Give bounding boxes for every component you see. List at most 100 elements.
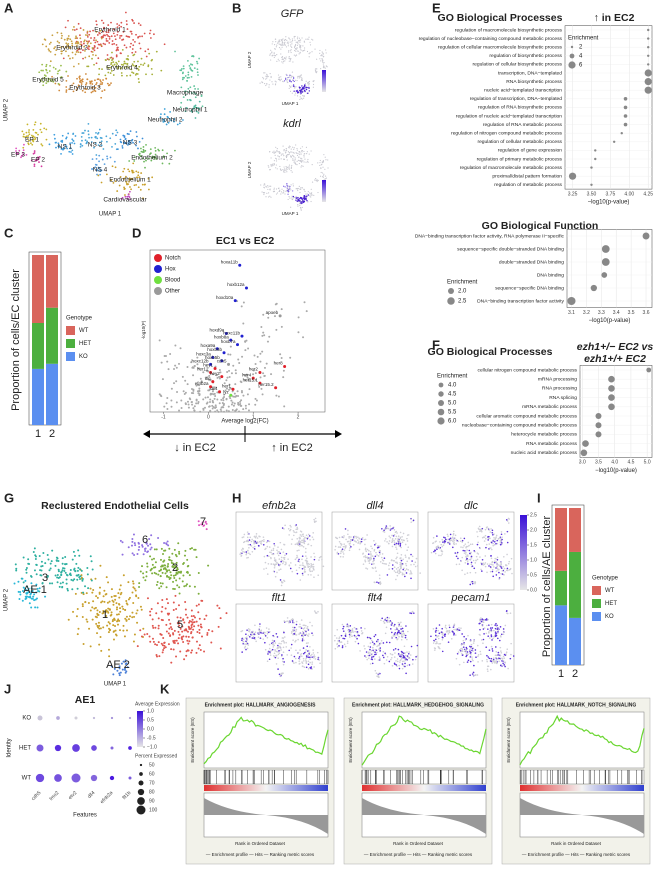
background-point bbox=[242, 408, 245, 411]
cell bbox=[372, 563, 374, 565]
cell bbox=[483, 633, 485, 635]
cell bbox=[135, 131, 138, 133]
cell bbox=[297, 36, 299, 38]
background-point bbox=[234, 372, 237, 375]
cell bbox=[469, 645, 471, 648]
cell bbox=[297, 75, 299, 78]
cell bbox=[280, 78, 282, 80]
cell bbox=[86, 42, 89, 45]
cell bbox=[406, 651, 408, 653]
cell bbox=[339, 542, 342, 545]
cell bbox=[185, 107, 188, 109]
cell bbox=[106, 140, 108, 143]
cell bbox=[160, 618, 163, 621]
cell bbox=[93, 45, 96, 47]
cell bbox=[368, 562, 371, 565]
cell bbox=[470, 653, 472, 656]
cell bbox=[14, 563, 17, 566]
cell bbox=[195, 556, 198, 559]
cell bbox=[461, 539, 464, 542]
cell bbox=[274, 80, 276, 82]
dot bbox=[623, 97, 628, 101]
cell bbox=[90, 141, 93, 143]
cell bbox=[123, 62, 126, 65]
cell bbox=[262, 536, 265, 538]
cell bbox=[61, 147, 64, 150]
cell bbox=[342, 630, 345, 632]
point bbox=[213, 366, 217, 370]
cell bbox=[298, 561, 301, 563]
cell bbox=[22, 149, 25, 152]
cell bbox=[105, 173, 108, 176]
background-point bbox=[254, 372, 257, 375]
background-point bbox=[213, 392, 216, 395]
background-point bbox=[190, 392, 193, 395]
cell bbox=[300, 159, 302, 162]
cell bbox=[304, 158, 306, 160]
cell bbox=[316, 58, 318, 60]
cell bbox=[434, 631, 437, 633]
term-label: double−stranded DNA binding bbox=[499, 259, 564, 265]
cell bbox=[40, 131, 43, 134]
cell bbox=[506, 530, 509, 533]
cell bbox=[55, 556, 58, 559]
cell bbox=[135, 170, 138, 173]
cell bbox=[132, 64, 135, 67]
cell bbox=[405, 562, 407, 565]
cell bbox=[306, 38, 308, 40]
background-point bbox=[216, 398, 219, 401]
cell bbox=[277, 564, 280, 566]
gene-title: dlc bbox=[464, 500, 479, 512]
cell bbox=[60, 32, 63, 35]
cell bbox=[314, 556, 316, 558]
cell bbox=[282, 651, 285, 653]
cell bbox=[86, 32, 89, 34]
background-point bbox=[231, 390, 234, 393]
cell bbox=[60, 148, 63, 150]
cell bbox=[393, 539, 395, 542]
cell bbox=[489, 570, 492, 573]
cell bbox=[288, 153, 290, 155]
cell bbox=[392, 625, 395, 627]
cell bbox=[71, 153, 74, 155]
cell bbox=[133, 633, 136, 636]
cell bbox=[176, 584, 179, 587]
cell bbox=[60, 152, 62, 155]
cell bbox=[124, 62, 127, 65]
cell bbox=[470, 555, 473, 558]
cell bbox=[464, 561, 467, 564]
chart-title: GO Biological Function bbox=[482, 220, 599, 232]
cell bbox=[37, 133, 39, 136]
cell bbox=[321, 163, 323, 165]
cell bbox=[284, 563, 286, 566]
cell bbox=[323, 154, 325, 156]
cell bbox=[110, 665, 113, 668]
cell bbox=[248, 552, 250, 554]
y-axis-label: Proportion of cells/EC cluster bbox=[10, 269, 22, 411]
cell bbox=[42, 69, 44, 72]
cell bbox=[161, 606, 164, 609]
cell bbox=[141, 151, 144, 153]
cell bbox=[379, 657, 381, 660]
cell bbox=[399, 654, 401, 657]
cell bbox=[112, 603, 115, 606]
cell bbox=[359, 650, 361, 652]
cell bbox=[110, 588, 113, 591]
cell bbox=[112, 32, 115, 35]
cell bbox=[249, 633, 252, 636]
background-point bbox=[254, 397, 257, 400]
cell bbox=[370, 649, 373, 652]
cell bbox=[130, 139, 133, 142]
cell bbox=[296, 154, 299, 157]
cell bbox=[287, 41, 289, 43]
cell bbox=[199, 649, 202, 652]
cell bbox=[293, 152, 295, 154]
cell bbox=[95, 154, 98, 156]
cell bbox=[280, 39, 283, 42]
cell bbox=[287, 151, 290, 153]
x-tick-label: 1 bbox=[35, 428, 41, 440]
cell bbox=[399, 571, 402, 574]
term-label: regulation of RNA metabolic process bbox=[483, 122, 563, 128]
background-point bbox=[305, 310, 308, 313]
cluster-label: Macrophage bbox=[167, 90, 204, 97]
